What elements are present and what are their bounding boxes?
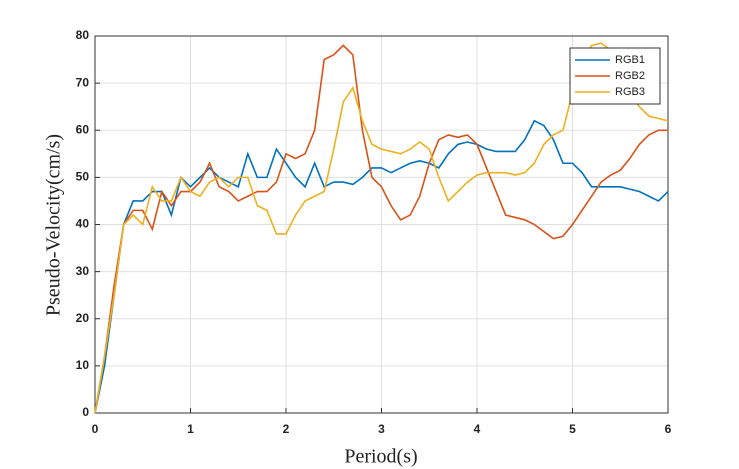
y-tick-label: 40 (76, 217, 90, 231)
y-tick-label: 20 (76, 311, 90, 325)
plot-frame (94, 35, 669, 414)
y-tick-label: 10 (76, 358, 90, 372)
y-tick-label: 60 (76, 122, 90, 136)
y-tick-label: 80 (76, 28, 90, 42)
legend-label: RGB2 (615, 70, 645, 82)
y-tick-label: 30 (76, 264, 90, 278)
x-tick-label: 5 (569, 422, 576, 436)
x-tick-label: 6 (665, 422, 672, 436)
y-tick-label: 70 (76, 75, 90, 89)
legend-label: RGB3 (615, 86, 645, 98)
x-tick-label: 4 (474, 422, 481, 436)
x-tick-label: 1 (187, 422, 194, 436)
x-tick-label: 2 (283, 422, 290, 436)
legend-label: RGB1 (615, 54, 645, 66)
x-axis-label: Period(s) (344, 446, 417, 468)
y-axis-label: Pseudo-Velocity(cm/s) (43, 134, 65, 316)
series-line (94, 119, 669, 414)
x-tick-label: 0 (92, 422, 99, 436)
y-tick-label: 0 (82, 405, 89, 419)
y-tick-label: 50 (76, 170, 90, 184)
legend: RGB1 RGB2 RGB3 (569, 47, 661, 105)
x-tick-label: 3 (378, 422, 385, 436)
